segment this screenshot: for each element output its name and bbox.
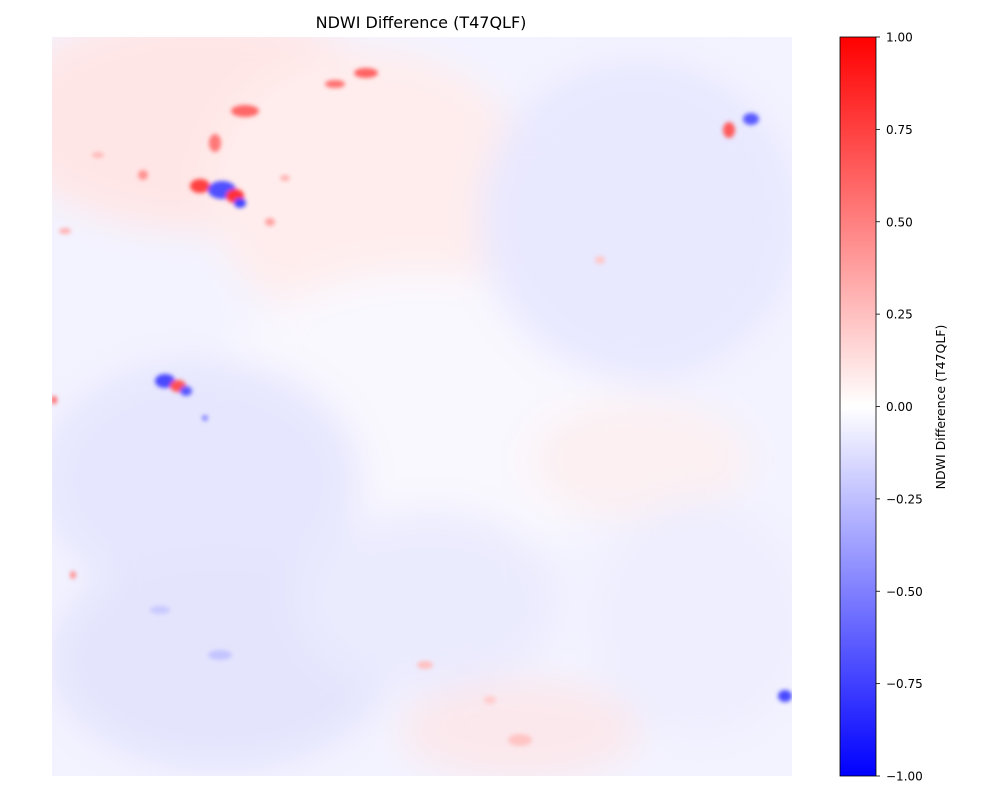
anomaly-red — [209, 134, 221, 152]
anomaly-blue — [202, 415, 208, 421]
anomaly-blue — [778, 690, 792, 702]
anomaly-red — [354, 68, 378, 78]
colorbar-tick-label: 0.50 — [886, 215, 913, 229]
region-red-east — [530, 400, 750, 520]
anomaly-blue — [180, 386, 192, 396]
colorbar-tick-label: −0.25 — [886, 492, 923, 506]
chart-title: NDWI Difference (T47QLF) — [316, 13, 527, 32]
colorbar-label: NDWI Difference (T47QLF) — [933, 325, 948, 490]
anomaly-red — [484, 696, 496, 704]
anomaly-red — [325, 80, 345, 88]
anomaly-blue — [743, 113, 759, 125]
anomaly-red — [52, 396, 57, 404]
anomaly-red — [280, 175, 290, 181]
anomaly-red — [231, 105, 259, 117]
colorbar: −1.00 −0.75 −0.50 −0.25 0.00 0.25 0.50 0.75 1.00… — [839, 31, 948, 784]
anomaly-red — [59, 228, 71, 234]
colorbar-tick-label: 1.00 — [886, 31, 913, 45]
colorbar-ticks: −1.00 −0.75 −0.50 −0.25 0.00 0.25 0.50 0.75 1.00 — [876, 31, 923, 784]
heatmap-field — [52, 37, 792, 776]
colorbar-tick-label: −0.75 — [886, 677, 923, 691]
anomaly-blue — [208, 650, 232, 660]
region-red-south — [400, 680, 640, 776]
anomaly-red — [723, 122, 735, 138]
anomaly-blue — [150, 606, 170, 614]
colorbar-tick-label: 0.25 — [886, 308, 913, 322]
region-blue-west — [52, 360, 360, 600]
colorbar-tick-label: −1.00 — [886, 770, 923, 784]
colorbar-tick-label: 0.75 — [886, 123, 913, 137]
anomaly-red — [190, 179, 210, 193]
colorbar-gradient — [840, 37, 876, 776]
colorbar-tick-label: −0.50 — [886, 585, 923, 599]
anomaly-red — [138, 170, 148, 180]
anomaly-red — [70, 571, 76, 579]
anomaly-red — [508, 734, 532, 746]
region-blue-southeast — [590, 500, 792, 740]
heatmap-image — [52, 37, 792, 776]
colorbar-tick-label: 0.00 — [886, 400, 913, 414]
anomaly-red — [265, 218, 275, 226]
region-blue-northeast — [480, 60, 792, 380]
heatmap-anomalies — [52, 68, 792, 746]
region-blue-south — [300, 510, 560, 690]
anomaly-red — [417, 661, 433, 669]
anomaly-blue — [234, 198, 246, 208]
region-red-north — [210, 50, 530, 330]
anomaly-red — [92, 152, 104, 158]
anomaly-blue — [155, 374, 175, 388]
anomaly-red — [595, 256, 605, 264]
